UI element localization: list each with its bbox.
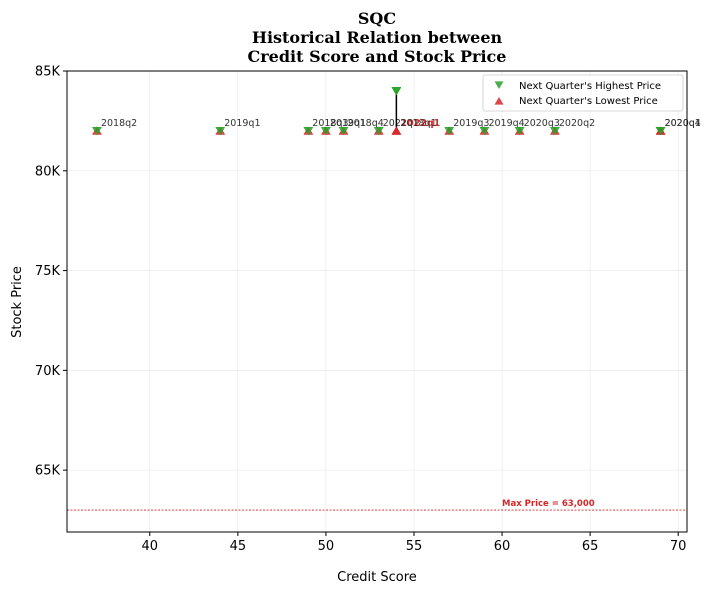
highest-price-marker — [320, 127, 331, 136]
x-tick-label: 70 — [670, 539, 687, 554]
data-marks: 2018q2 2019q1 2018q32019q12018q42021q12022… — [92, 87, 701, 136]
x-tick-label: 60 — [494, 539, 511, 554]
grid — [67, 70, 687, 532]
legend-box — [482, 74, 684, 112]
y-tick-label: 80K — [35, 164, 61, 179]
highest-price-marker — [92, 127, 102, 136]
plot-frame — [66, 70, 688, 533]
x-axis-label: Credit Score — [337, 570, 417, 585]
chart-title: SQC Historical Relation between Credit S… — [248, 9, 507, 66]
legend-highest-label: Next Quarter's Highest Price — [519, 81, 661, 92]
point-label: 2021q1 — [383, 118, 419, 129]
x-axis: 40 45 50 55 60 65 70 — [142, 532, 687, 554]
max-price-label: Max Price = 63,000 — [502, 499, 595, 509]
point-label: 2020q2 — [559, 118, 595, 129]
chart-title-line-3: Credit Score and Stock Price — [248, 47, 507, 66]
point-label: 2019q4 — [488, 118, 524, 129]
highest-price-marker — [215, 127, 226, 136]
legend-highest-marker — [494, 81, 504, 90]
x-tick-label: 50 — [318, 539, 335, 554]
point-label: 2020q1 — [665, 118, 701, 129]
y-tick-label: 85K — [35, 65, 61, 80]
point-label: 2018q4 — [348, 118, 384, 129]
x-tick-label: 55 — [406, 539, 423, 554]
point-label: 2018q2 — [101, 118, 137, 129]
y-axis-label: Stock Price — [10, 266, 25, 338]
highest-price-marker — [549, 127, 560, 136]
x-tick-label: 45 — [230, 539, 247, 554]
highest-price-marker — [444, 127, 455, 136]
y-tick-label: 65K — [35, 464, 61, 479]
point-label: 2018q3 — [312, 118, 348, 129]
lowest-price-marker — [391, 126, 402, 135]
highest-price-marker — [373, 127, 384, 136]
point-label: 2019q1 — [330, 118, 366, 129]
chart-title-line-1: SQC — [358, 9, 396, 28]
point-label: 2019q1 — [224, 118, 260, 129]
legend-lowest-marker — [494, 96, 504, 105]
point-label: 2018q1 — [400, 118, 436, 129]
highest-price-marker — [514, 127, 525, 136]
highest-price-marker — [391, 87, 402, 96]
reference-line-group: Max Price = 63,000 — [67, 499, 687, 511]
point-label: 2020q4 — [665, 118, 701, 129]
point-label: 2019q3 — [453, 118, 489, 129]
highest-price-marker — [479, 127, 490, 136]
x-tick-label: 65 — [582, 539, 599, 554]
highest-price-marker — [338, 127, 349, 136]
chart-title-line-2: Historical Relation between — [252, 28, 503, 47]
y-tick-label: 75K — [35, 264, 61, 279]
x-tick-label: 40 — [142, 539, 159, 554]
highest-price-marker — [655, 127, 666, 136]
point-label: 2022q1 — [400, 118, 440, 129]
highest-price-marker — [303, 127, 314, 136]
legend-lowest-label: Next Quarter's Lowest Price — [519, 96, 658, 107]
y-axis: 65K 70K 75K 80K 85K — [35, 65, 67, 479]
point-label: 2020q3 — [524, 118, 560, 129]
y-tick-label: 70K — [35, 364, 61, 379]
legend: Next Quarter's Highest Price Next Quarter… — [482, 74, 684, 112]
